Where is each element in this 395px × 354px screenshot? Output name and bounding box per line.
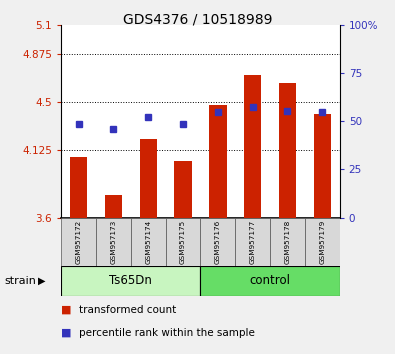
Bar: [105, 195, 122, 218]
Bar: [166, 218, 200, 266]
Text: Ts65Dn: Ts65Dn: [109, 274, 152, 287]
Text: strain: strain: [4, 275, 36, 286]
Text: control: control: [250, 274, 291, 287]
Text: GDS4376 / 10518989: GDS4376 / 10518989: [123, 12, 272, 27]
Bar: [270, 218, 305, 266]
Text: GSM957173: GSM957173: [111, 219, 117, 264]
Bar: [279, 82, 296, 218]
Text: GSM957177: GSM957177: [250, 219, 256, 264]
Bar: [139, 139, 157, 218]
Text: percentile rank within the sample: percentile rank within the sample: [79, 328, 255, 338]
Text: ■: ■: [61, 305, 72, 315]
Bar: [200, 266, 340, 296]
Bar: [70, 157, 87, 218]
Bar: [244, 75, 261, 218]
Text: transformed count: transformed count: [79, 305, 176, 315]
Bar: [235, 218, 270, 266]
Bar: [131, 218, 166, 266]
Text: GSM957172: GSM957172: [75, 219, 82, 264]
Text: GSM957174: GSM957174: [145, 219, 151, 264]
Bar: [61, 266, 200, 296]
Bar: [314, 114, 331, 218]
Text: GSM957178: GSM957178: [284, 219, 290, 264]
Bar: [174, 161, 192, 218]
Text: GSM957175: GSM957175: [180, 219, 186, 264]
Bar: [305, 218, 340, 266]
Text: ▶: ▶: [38, 275, 45, 286]
Bar: [200, 218, 235, 266]
Text: ■: ■: [61, 328, 72, 338]
Bar: [209, 104, 227, 218]
Bar: [61, 218, 96, 266]
Text: GSM957179: GSM957179: [319, 219, 325, 264]
Bar: [96, 218, 131, 266]
Text: GSM957176: GSM957176: [215, 219, 221, 264]
